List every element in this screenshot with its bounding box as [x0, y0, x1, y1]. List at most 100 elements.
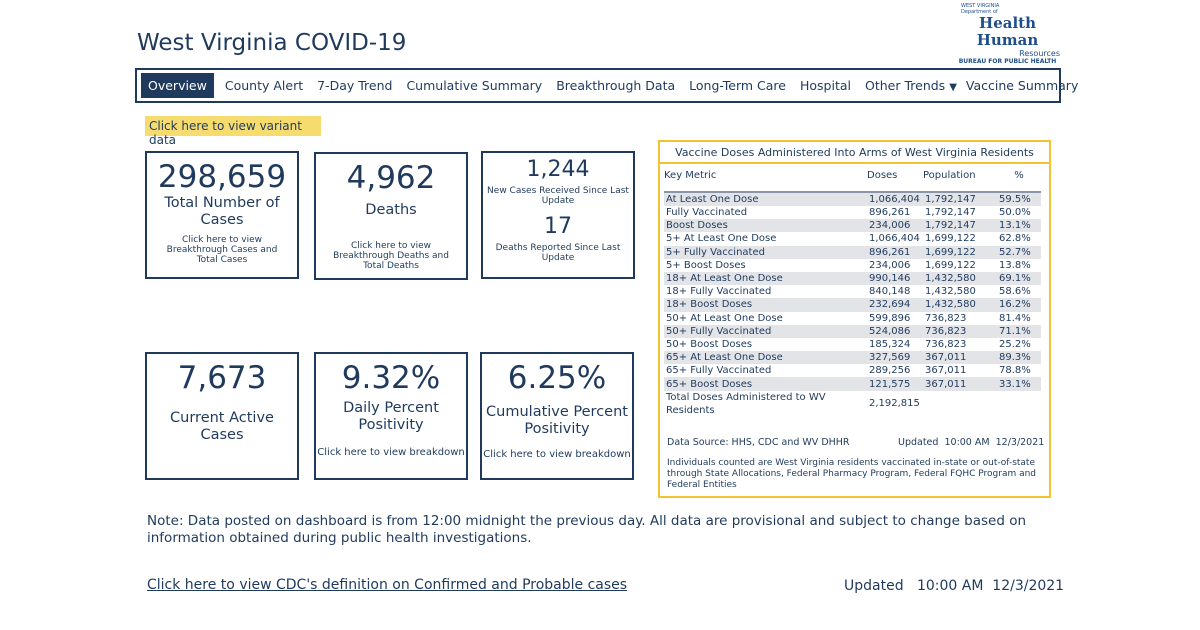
total-cases-card[interactable]: 298,659 Total Number of Cases Click here… — [145, 151, 299, 279]
vaccine-table: Key Metric Doses Population % At Least O… — [664, 168, 1041, 417]
new-cases-label: New Cases Received Since Last Update — [487, 186, 629, 206]
table-cell: 896,261 — [867, 245, 923, 259]
table-cell: 327,569 — [867, 351, 923, 365]
tab-long-term-care[interactable]: Long-Term Care — [689, 78, 786, 93]
table-cell: 234,006 — [867, 219, 923, 233]
table-cell: Boost Doses — [664, 219, 867, 233]
table-cell: 1,066,404 — [867, 192, 923, 206]
tab-overview[interactable]: Overview — [141, 73, 214, 98]
table-cell: 232,694 — [867, 298, 923, 312]
page-title: West Virginia COVID-19 — [137, 30, 407, 56]
table-row: 5+ Fully Vaccinated 896,261 1,699,122 52.7% — [664, 245, 1041, 259]
breakthrough-deaths-link[interactable]: Click here to view Breakthrough Deaths a… — [333, 241, 449, 271]
data-source: Data Source: HHS, CDC and WV DHHR — [667, 437, 850, 448]
table-cell: 13.8% — [999, 259, 1031, 271]
total-row: Total Doses Administered to WV Residents… — [664, 391, 1041, 417]
table-row: 5+ Boost Doses 234,006 1,699,122 13.8% — [664, 259, 1041, 272]
tab-other-trends[interactable]: Other Trends ▼ — [858, 73, 959, 98]
table-cell: 18+ Boost Doses — [664, 298, 867, 312]
table-row: Fully Vaccinated 896,261 1,792,147 50.0% — [664, 206, 1041, 219]
table-cell: 50+ At Least One Dose — [666, 312, 783, 324]
cdc-definition-link[interactable]: Click here to view CDC's definition on C… — [147, 577, 628, 593]
tab-hospital[interactable]: Hospital — [799, 78, 851, 93]
table-cell: 185,324 — [869, 338, 911, 350]
tab-7-day-trend[interactable]: 7-Day Trend — [317, 78, 393, 93]
table-cell: 990,146 — [867, 271, 923, 286]
table-row: 18+ Boost Doses 232,694 1,432,580 16.2% — [664, 298, 1041, 312]
deaths-card[interactable]: 4,962 Deaths Click here to view Breakthr… — [314, 152, 468, 280]
vaccine-panel: Vaccine Doses Administered Into Arms of … — [658, 140, 1051, 498]
col-header: % — [997, 168, 1041, 193]
table-cell: 89.3% — [997, 351, 1041, 365]
cumulative-positivity-label: Cumulative Percent Positivity — [486, 404, 628, 437]
table-cell: 1,699,122 — [923, 245, 997, 259]
tab-cumulative-summary[interactable]: Cumulative Summary — [406, 78, 543, 93]
table-cell: Fully Vaccinated — [666, 207, 748, 219]
tab-vaccine-summary[interactable]: Vaccine Summary — [965, 78, 1079, 93]
empty-cell — [923, 391, 997, 417]
col-header: Population — [923, 168, 997, 193]
table-cell: 367,011 — [925, 365, 967, 377]
table-cell: 1,432,580 — [923, 298, 997, 312]
updated-timestamp: Updated 10:00 AM 12/3/2021 — [844, 578, 1065, 594]
active-cases-label: Current Active Cases — [170, 410, 274, 443]
table-cell: 1,432,580 — [925, 286, 976, 298]
total-cases-label: Total Number of Cases — [164, 195, 280, 228]
breakthrough-cases-link[interactable]: Click here to view Breakthrough Cases an… — [166, 235, 278, 265]
table-row: 50+ Boost Doses 185,324 736,823 25.2% — [664, 338, 1041, 351]
table-cell: 50+ Fully Vaccinated — [664, 324, 867, 338]
table-cell: 50.0% — [999, 207, 1031, 219]
table-cell: 52.7% — [997, 245, 1041, 259]
tab-breakthrough-data[interactable]: Breakthrough Data — [556, 78, 676, 93]
daily-positivity-label: Daily Percent Positivity — [343, 400, 439, 433]
table-cell: 69.1% — [997, 271, 1041, 286]
daily-breakdown-link[interactable]: Click here to view breakdown — [317, 447, 465, 458]
logo-text: WEST VIRGINIA — [961, 3, 1000, 9]
logo-text: Department of — [961, 9, 998, 15]
table-row: 65+ At Least One Dose 327,569 367,011 89.3% — [664, 351, 1041, 365]
new-cases-card: 1,244 New Cases Received Since Last Upda… — [481, 151, 635, 279]
new-deaths-label: Deaths Reported Since Last Update — [495, 243, 621, 263]
table-cell: 65+ Fully Vaccinated — [666, 365, 772, 377]
cumulative-positivity-card[interactable]: 6.25% Cumulative Percent Positivity Clic… — [480, 352, 634, 480]
table-cell: 1,792,147 — [923, 192, 997, 206]
table-cell: 58.6% — [999, 286, 1031, 298]
vaccine-footnote: Individuals counted are West Virginia re… — [667, 458, 1037, 490]
table-row: 50+ At Least One Dose 599,896 736,823 81.4% — [664, 312, 1041, 325]
table-cell: 524,086 — [867, 324, 923, 338]
table-cell: 71.1% — [997, 324, 1041, 338]
logo-text: BUREAU FOR PUBLIC HEALTH — [958, 58, 1057, 65]
table-cell: 50+ Boost Doses — [666, 338, 753, 350]
cumulative-breakdown-link[interactable]: Click here to view breakdown — [483, 449, 631, 460]
table-row: 50+ Fully Vaccinated 524,086 736,823 71.1% — [664, 324, 1041, 338]
logo-text: Human — [976, 31, 1039, 49]
table-cell: 5+ Boost Doses — [666, 259, 746, 271]
new-deaths-value: 17 — [544, 214, 572, 239]
table-row: 18+ At Least One Dose 990,146 1,432,580 69.… — [664, 271, 1041, 286]
variant-data-link[interactable]: Click here to view variant data — [145, 116, 321, 147]
table-cell: 78.8% — [999, 365, 1031, 377]
table-cell: 1,792,147 — [925, 207, 976, 219]
tab-county-alert[interactable]: County Alert — [224, 78, 304, 93]
daily-positivity-value: 9.32% — [341, 360, 441, 396]
dhhr-logo: WEST VIRGINIA Department of Health Human… — [955, 3, 1060, 67]
table-cell: 65+ At Least One Dose — [664, 351, 867, 365]
table-cell: 1,792,147 — [923, 219, 997, 233]
dropdown-arrow-icon: ▼ — [949, 82, 957, 93]
table-cell: 1,699,122 — [925, 233, 976, 245]
table-cell: At Least One Dose — [664, 192, 867, 206]
table-cell: 65+ Boost Doses — [664, 377, 867, 391]
table-cell: 599,896 — [869, 312, 911, 324]
table-cell: 367,011 — [923, 351, 997, 365]
table-cell: 33.1% — [997, 377, 1041, 391]
active-cases-value: 7,673 — [177, 360, 267, 396]
col-header: Key Metric — [664, 168, 867, 193]
table-cell: 13.1% — [997, 219, 1041, 233]
table-cell: 59.5% — [997, 192, 1041, 206]
empty-cell — [997, 391, 1041, 417]
nav-bar: Overview County Alert 7-Day Trend Cumula… — [135, 68, 1078, 103]
daily-positivity-card[interactable]: 9.32% Daily Percent Positivity Click her… — [314, 352, 468, 480]
data-note: Note: Data posted on dashboard is from 1… — [147, 513, 1027, 546]
tab-label: Other Trends — [865, 78, 946, 93]
table-cell: 736,823 — [923, 324, 997, 338]
